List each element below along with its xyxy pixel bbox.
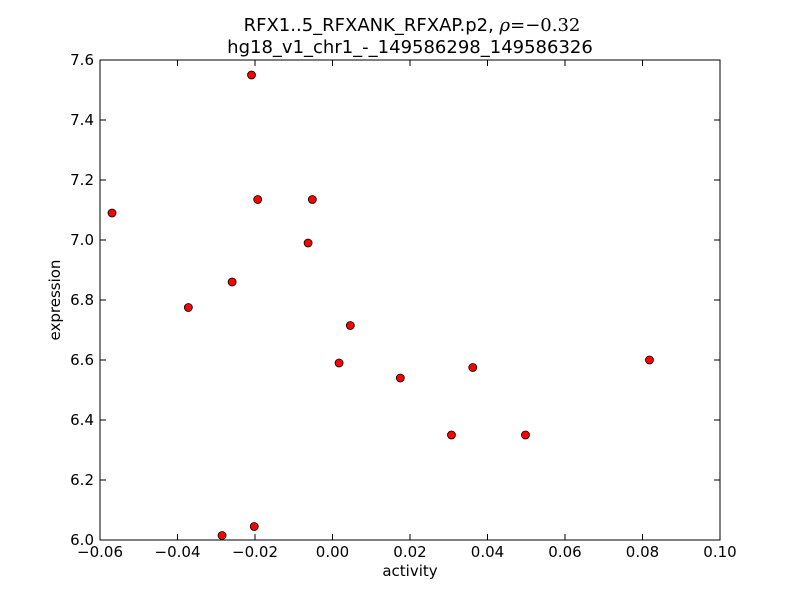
- data-point: [521, 430, 530, 440]
- y-tick-label: 6.6: [70, 351, 94, 369]
- data-point: [345, 321, 355, 330]
- x-tick-label: 0.04: [471, 543, 504, 561]
- data-point: [227, 277, 237, 287]
- x-tick-label: 0.08: [626, 543, 659, 561]
- data-point: [395, 373, 405, 383]
- y-tick-label: 6.0: [70, 531, 94, 549]
- y-tick-label: 6.4: [70, 411, 94, 429]
- data-point: [247, 70, 256, 80]
- plot-area: [99, 59, 721, 541]
- data-point: [468, 363, 478, 372]
- y-tick-label: 7.6: [70, 51, 94, 69]
- data-point: [107, 208, 117, 218]
- axis-ticks: −0.06 −0.04 −0.02 0.00 0.02 0.04 0.06 0.08 0.10 6…: [70, 51, 737, 561]
- data-point: [249, 522, 259, 531]
- y-axis-label: expression: [46, 260, 64, 341]
- y-tick-label: 6.8: [70, 291, 94, 309]
- chart-title-rho-value: =−0.32: [510, 15, 580, 36]
- x-tick-label: −0.04: [155, 543, 201, 561]
- x-tick-label: −0.02: [232, 543, 278, 561]
- chart-title-line2: hg18_v1_chr1_-_149586298_149586326: [227, 37, 593, 58]
- x-tick-label: 0.02: [393, 543, 426, 561]
- data-point: [303, 238, 313, 248]
- y-tick-label: 6.2: [70, 471, 94, 489]
- x-axis-label: activity: [382, 562, 437, 580]
- x-tick-label: −0.06: [77, 543, 123, 561]
- y-tick-label: 7.2: [70, 171, 94, 189]
- chart-title-prefix: RFX1..5_RFXANK_RFXAP.p2,: [244, 15, 500, 36]
- data-point: [183, 303, 193, 312]
- y-tick-label: 7.0: [70, 231, 94, 249]
- chart-title-rho-symbol: ρ: [499, 15, 511, 36]
- data-points: [107, 70, 654, 540]
- x-tick-label: 0.06: [548, 543, 581, 561]
- x-tick-label: 0.10: [703, 543, 736, 561]
- x-tick-label: 0.00: [316, 543, 349, 561]
- data-point: [334, 358, 344, 368]
- data-point: [645, 355, 654, 365]
- y-tick-label: 7.4: [70, 111, 94, 129]
- chart-title-line1: RFX1..5_RFXANK_RFXAP.p2, ρ=−0.32: [244, 15, 581, 36]
- data-point: [253, 195, 263, 204]
- data-point: [217, 531, 227, 540]
- data-point: [447, 430, 456, 440]
- data-point: [307, 195, 317, 204]
